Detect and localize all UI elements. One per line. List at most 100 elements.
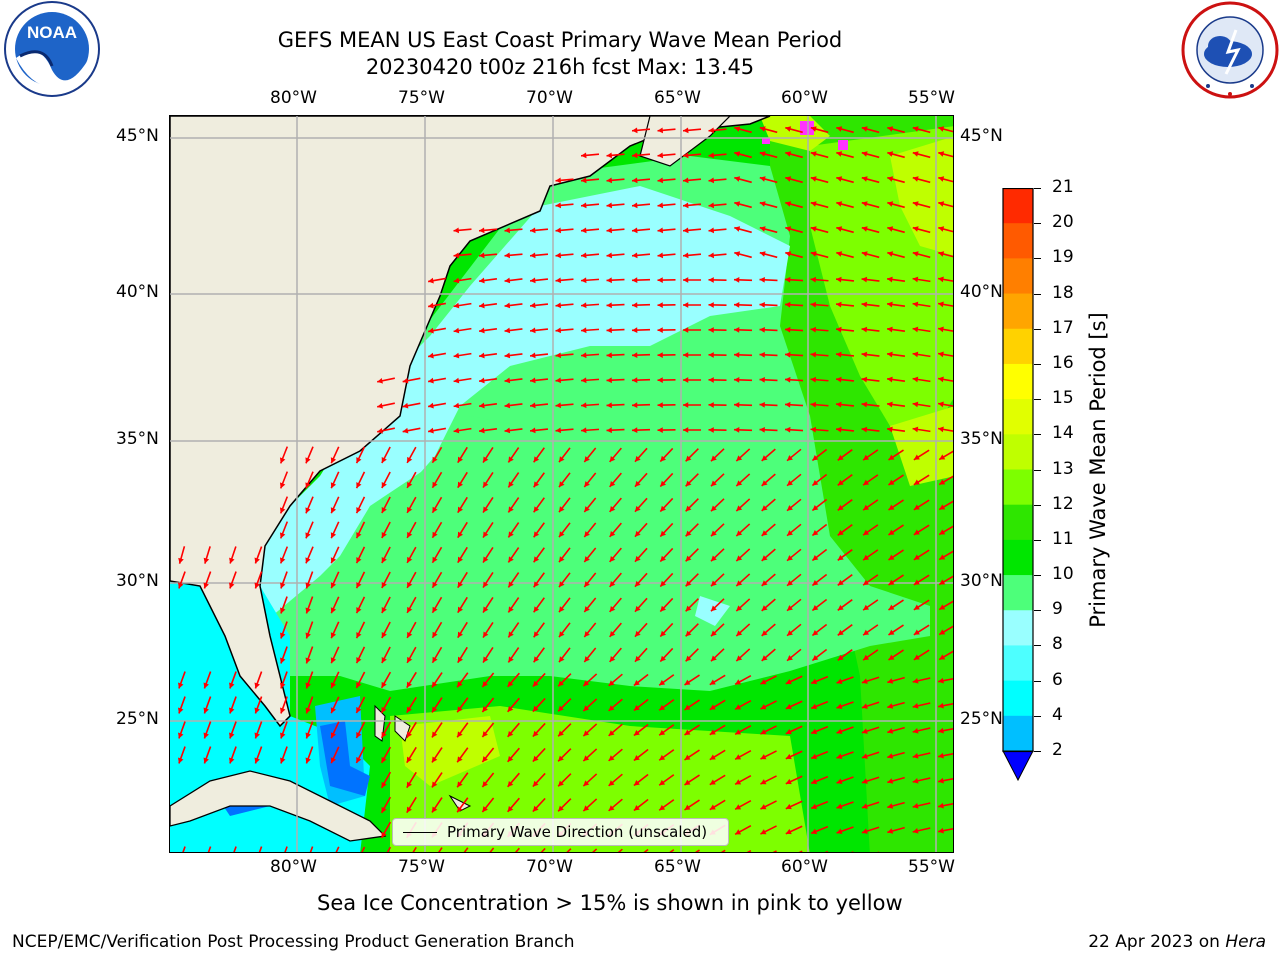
wave-arrow <box>592 848 598 852</box>
wave-arrow <box>634 547 648 563</box>
wave-arrow <box>507 797 520 813</box>
wave-arrow <box>735 473 751 487</box>
noaa-logo: NOAA <box>0 0 104 100</box>
colorbar-title-text: Primary Wave Mean Period [s] <box>1086 312 1110 628</box>
wave-arrow <box>835 301 855 308</box>
wave-arrow <box>861 676 880 684</box>
wave-arrow <box>507 647 520 663</box>
wave-arrow <box>785 251 803 259</box>
wave-arrow <box>532 697 546 713</box>
wave-arrow <box>912 176 931 184</box>
wave-arrow <box>708 352 727 358</box>
field-2-4s <box>320 721 370 796</box>
wave-arrow <box>583 472 597 488</box>
wave-arrow <box>708 377 727 383</box>
wave-arrow <box>305 621 314 639</box>
colorbar-tick-mark <box>1034 223 1041 225</box>
wave-arrow <box>504 227 523 234</box>
wave-arrow <box>709 799 726 811</box>
wave-arrow <box>533 472 545 488</box>
wave-arrow <box>760 825 777 835</box>
wave-arrow <box>811 498 828 512</box>
wave-arrow <box>608 673 623 687</box>
wave-arrow <box>279 546 289 564</box>
colorbar-tick-label: 21 <box>1052 177 1074 197</box>
wave-arrow <box>810 825 829 835</box>
wave-arrow <box>431 496 443 514</box>
wave-arrow <box>582 673 598 687</box>
wave-arrow <box>482 472 494 488</box>
wave-arrow <box>784 301 804 308</box>
wave-arrow <box>482 522 494 538</box>
wave-arrow <box>938 450 953 461</box>
wave-arrow <box>888 449 904 461</box>
wave-arrow <box>355 546 366 564</box>
wave-arrow <box>606 177 625 184</box>
wave-arrow <box>938 201 953 208</box>
wave-arrow <box>533 647 545 663</box>
wave-arrow <box>482 597 494 613</box>
wave-arrow <box>533 622 545 638</box>
wave-arrow <box>761 623 776 637</box>
wave-arrow <box>606 377 625 384</box>
wave-arrow <box>203 721 212 739</box>
wave-arrow <box>453 227 472 234</box>
wave-arrow <box>609 447 622 463</box>
wave-arrow <box>658 774 675 786</box>
colorbar-tick-mark <box>1034 610 1041 612</box>
wave-arrow <box>759 201 778 209</box>
wave-arrow <box>657 377 676 383</box>
wave-arrow <box>279 471 289 489</box>
wave-arrow <box>583 597 597 613</box>
wave-arrow <box>708 127 727 134</box>
wave-direction-arrows <box>178 126 953 852</box>
wave-arrow <box>810 301 829 308</box>
wave-arrow <box>330 721 340 739</box>
colorbar-segment <box>1003 223 1033 259</box>
wave-arrow <box>427 327 447 334</box>
colorbar <box>1002 187 1034 782</box>
colorbar-tick-mark <box>1034 751 1041 752</box>
wave-arrow <box>377 427 395 434</box>
wave-arrow <box>203 671 212 689</box>
wave-arrow <box>837 624 853 636</box>
wave-arrow <box>836 751 854 759</box>
wave-arrow <box>785 750 803 760</box>
wave-arrow <box>784 376 804 383</box>
wave-arrow <box>463 847 469 852</box>
wave-arrow <box>734 176 752 184</box>
wave-arrow <box>330 746 340 764</box>
wave-arrow <box>862 474 879 486</box>
wave-arrow <box>684 674 700 686</box>
wave-arrow <box>431 672 443 688</box>
wave-arrow <box>580 402 600 409</box>
wave-arrow <box>507 697 520 713</box>
wave-arrow <box>427 402 447 409</box>
wave-arrow <box>835 376 855 383</box>
land-bahamas <box>394 715 411 742</box>
wave-arrow <box>761 648 776 662</box>
wave-arrow <box>504 252 523 259</box>
wave-arrow <box>478 377 498 384</box>
wave-arrow <box>431 596 443 614</box>
wave-arrow <box>229 696 237 714</box>
lon-label-top: 70°W <box>526 88 573 108</box>
wave-arrow <box>330 671 340 689</box>
wave-arrow <box>759 176 778 184</box>
wave-arrow <box>633 723 649 737</box>
wave-arrow <box>862 549 879 561</box>
colorbar-segment <box>1003 645 1033 682</box>
wave-arrow <box>938 251 953 258</box>
wave-arrow <box>786 523 802 537</box>
wave-arrow <box>810 750 829 760</box>
lon-label-top: 60°W <box>781 88 828 108</box>
wave-arrow <box>402 427 421 434</box>
wave-arrow <box>406 546 417 564</box>
wave-arrow <box>913 474 930 486</box>
wave-arrow <box>810 401 829 408</box>
wave-arrow <box>558 497 571 513</box>
wave-arrow <box>254 696 263 714</box>
colorbar-tick-mark <box>1034 469 1041 471</box>
legend-line-icon <box>403 831 437 833</box>
wave-arrow <box>580 352 600 359</box>
